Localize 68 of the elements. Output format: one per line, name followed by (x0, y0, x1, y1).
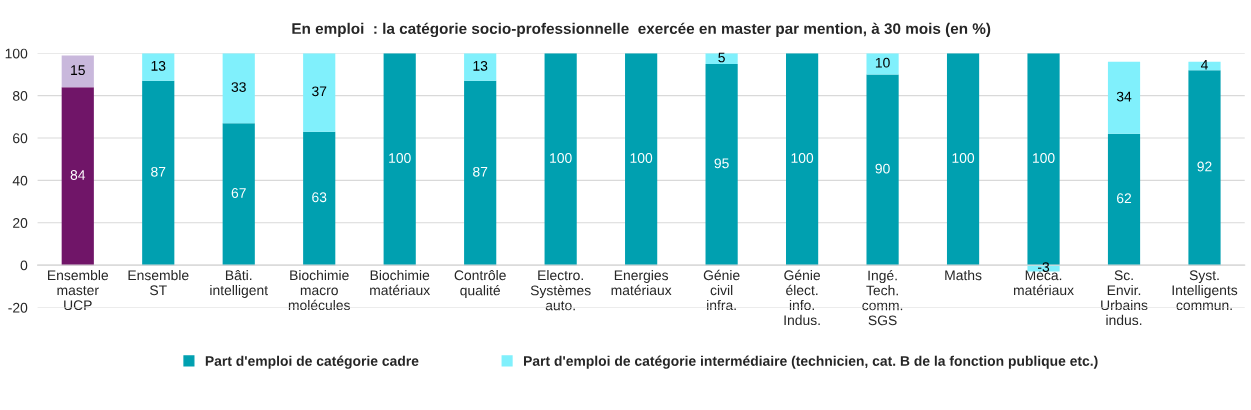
bar (303, 53, 336, 132)
x-tick-label: Bâti. intelligent (210, 269, 268, 298)
bar (1107, 133, 1141, 266)
x-tick-label: Electro. Systèmes auto. (530, 269, 591, 311)
data-label: 10 (875, 57, 890, 68)
bar (1188, 70, 1221, 266)
data-label: 4 (1200, 60, 1208, 70)
y-tick-label: 60 (13, 133, 28, 144)
x-tick-label: Biochimie matériaux (370, 269, 431, 296)
data-label: 87 (151, 166, 166, 177)
y-tick-label: 80 (12, 91, 28, 101)
data-label: 100 (630, 153, 653, 163)
x-tick-label: Ingé. Tech. comm. SGS (862, 269, 903, 326)
x-tick-label: Syst. Intelligents commun. (1172, 270, 1238, 311)
data-label: 100 (791, 153, 814, 163)
bar (142, 80, 175, 266)
data-label: 95 (714, 158, 729, 169)
data-label: 100 (952, 153, 975, 163)
data-label: 33 (231, 82, 246, 92)
y-tick-label: 40 (12, 175, 28, 186)
x-tick-label: Contrôle qualité (454, 269, 506, 299)
x-tick-label: Biochimie macro molécules (288, 269, 350, 311)
data-label: 100 (550, 153, 572, 163)
data-label: 100 (1033, 153, 1055, 163)
x-tick-label: Génie civil infra. (703, 269, 740, 311)
data-label: 63 (312, 192, 327, 203)
data-label: 90 (875, 163, 890, 174)
data-label: 84 (70, 170, 86, 180)
bar (383, 53, 416, 266)
x-tick-label: Ensemble ST (128, 269, 189, 296)
legend-label: Part d'emploi de catégorie cadre (205, 355, 419, 369)
y-tick-label: 20 (13, 218, 28, 228)
data-label: 13 (151, 60, 166, 71)
y-tick-label: 0 (20, 260, 28, 271)
data-label: 37 (312, 86, 327, 97)
x-tick-label: Energies matériaux (611, 269, 672, 296)
bar (544, 53, 577, 266)
y-tick-label: -20 (8, 302, 28, 313)
bar (625, 53, 658, 266)
bar (866, 74, 899, 266)
data-label: 92 (1197, 161, 1212, 172)
bar (222, 123, 255, 266)
x-tick-label: Maths (945, 269, 982, 281)
legend-label: Part d'emploi de catégorie intermédiaire (technicien, cat. B de la fonction publique etc.) (524, 355, 1098, 369)
bar (303, 131, 336, 266)
bar (61, 87, 94, 266)
bar (222, 53, 255, 124)
chart-title: En emploi : la catégorie socio-professionnelle exercée en master par mention, à 30 mois (en %) (292, 22, 991, 38)
data-label: 100 (389, 153, 411, 163)
bar (464, 53, 497, 81)
data-label: 67 (231, 188, 246, 198)
data-label: 13 (473, 60, 488, 71)
data-label: 62 (1117, 193, 1132, 204)
data-label: 5 (718, 52, 725, 63)
bar (1107, 61, 1141, 134)
bar (786, 53, 819, 266)
data-label: 34 (1116, 91, 1132, 102)
y-tick-label: 100 (5, 48, 28, 59)
bar (705, 63, 738, 266)
bar (61, 55, 94, 88)
data-label: 15 (71, 65, 85, 76)
data-label: 87 (473, 166, 488, 177)
bar (464, 80, 497, 266)
bar (142, 53, 175, 81)
x-tick-label: Sc. Envir. Urbains indus. (1101, 270, 1148, 326)
x-tick-label: Ensemble master UCP (48, 269, 109, 311)
x-tick-label: Génie élect. info. Indus. (784, 269, 821, 326)
bar (946, 53, 980, 266)
